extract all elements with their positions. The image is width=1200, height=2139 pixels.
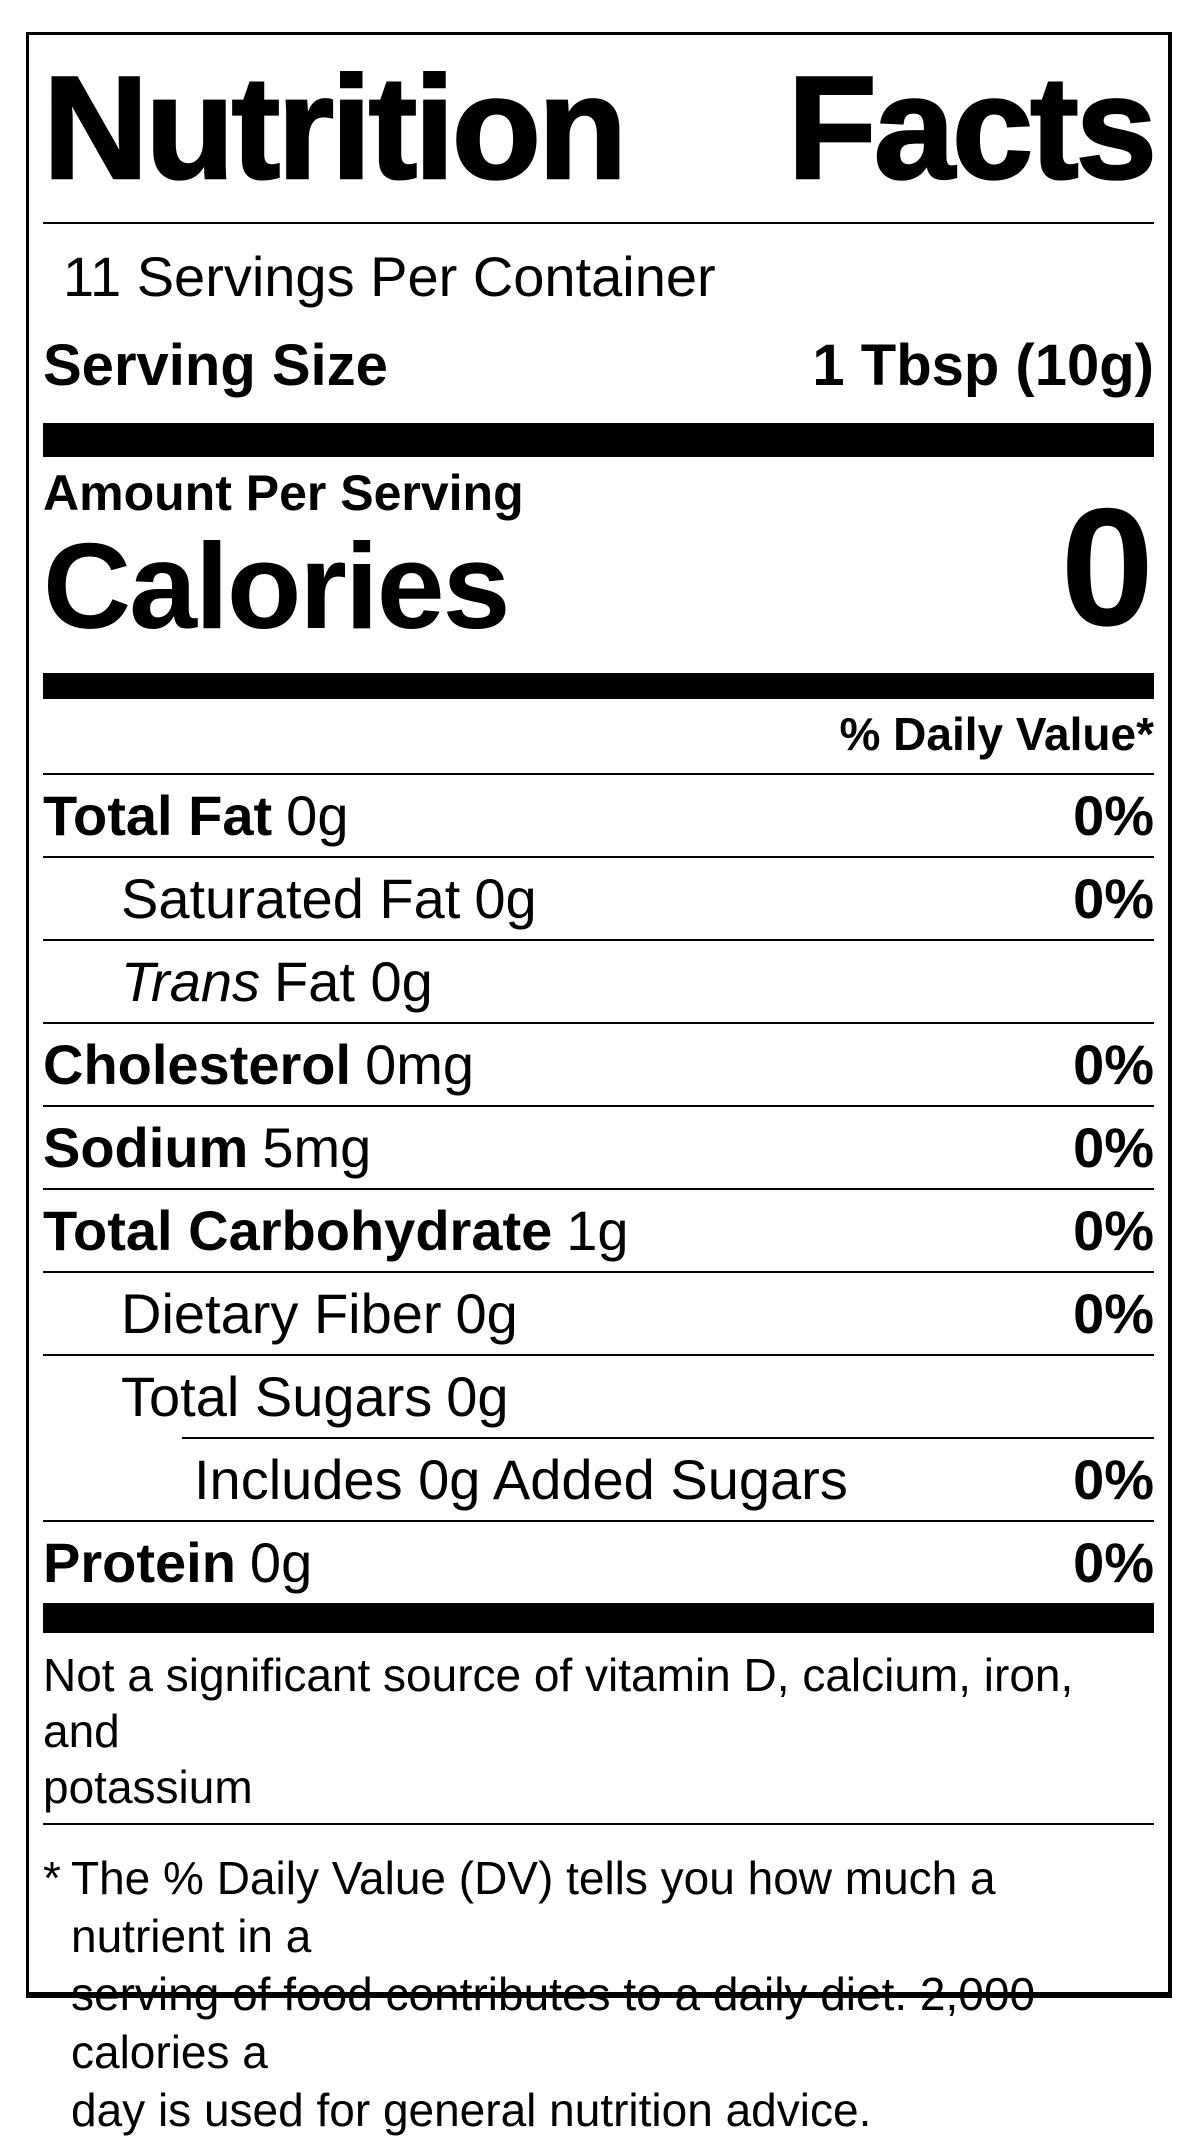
serving-size-label: Serving Size bbox=[43, 333, 388, 398]
daily-value-footnote: * The % Daily Value (DV) tells you how m… bbox=[43, 1849, 1154, 2139]
nutrient-daily-value: 0% bbox=[1073, 1033, 1154, 1096]
thick-separator-bar-top bbox=[43, 423, 1154, 457]
footnote-line-1: The % Daily Value (DV) tells you how muc… bbox=[71, 1852, 996, 1962]
not-significant-note: Not a significant source of vitamin D, c… bbox=[43, 1647, 1154, 1815]
nutrient-row-total-sugars: Total Sugars 0g bbox=[43, 1354, 1154, 1437]
daily-value-header: % Daily Value* bbox=[839, 708, 1155, 760]
nutrient-amount: Fat 0g bbox=[274, 950, 433, 1013]
nutrient-row-added-sugars: Includes 0g Added Sugars 0% bbox=[43, 1437, 1154, 1520]
nutrient-row-sodium: Sodium 5mg 0% bbox=[43, 1105, 1154, 1188]
nutrient-daily-value: 0% bbox=[1073, 784, 1154, 847]
title-separator bbox=[43, 222, 1154, 224]
nutrient-name: Protein bbox=[43, 1531, 236, 1594]
calories-value: 0 bbox=[1060, 473, 1154, 661]
nutrient-daily-value: 0% bbox=[1073, 1199, 1154, 1262]
nutrient-amount: 5mg bbox=[262, 1116, 372, 1179]
thick-separator-bar-bottom bbox=[43, 1603, 1154, 1633]
nutrient-row-dietary-fiber: Dietary Fiber 0g 0% bbox=[43, 1271, 1154, 1354]
calories-label: Calories bbox=[43, 518, 510, 654]
footnote-line-3: day is used for general nutrition advice… bbox=[71, 2084, 872, 2136]
nutrient-row-saturated-fat: Saturated Fat 0g 0% bbox=[43, 856, 1154, 939]
nutrient-amount: 0g bbox=[474, 867, 537, 930]
nutrient-name: Includes 0g Added Sugars bbox=[194, 1448, 848, 1511]
amount-per-serving-heading: Amount Per Serving bbox=[43, 465, 524, 521]
servings-per-container: 11 Servings Per Container bbox=[63, 245, 716, 308]
nutrient-name: Sodium bbox=[43, 1116, 249, 1179]
nutrient-amount: 0mg bbox=[365, 1033, 474, 1096]
footnote-line-2: serving of food contributes to a daily d… bbox=[71, 1968, 1036, 2078]
nutrient-name: Total Sugars bbox=[121, 1365, 433, 1428]
nutrient-row-protein: Protein 0g 0% bbox=[43, 1520, 1154, 1603]
not-significant-line-1: Not a significant source of vitamin D, c… bbox=[43, 1649, 1074, 1757]
nutrient-amount: 0g bbox=[249, 1531, 313, 1594]
added-sugars-inner: Includes 0g Added Sugars 0% bbox=[182, 1437, 1154, 1520]
footnote-separator bbox=[43, 1823, 1154, 1825]
nutrient-row-cholesterol: Cholesterol 0mg 0% bbox=[43, 1022, 1154, 1105]
nutrient-daily-value: 0% bbox=[1073, 1282, 1154, 1345]
nutrient-row-total-carbohydrate: Total Carbohydrate 1g 0% bbox=[43, 1188, 1154, 1271]
nutrient-daily-value: 0% bbox=[1073, 1531, 1154, 1594]
not-significant-line-2: potassium bbox=[43, 1761, 253, 1813]
nutrient-row-total-fat: Total Fat 0g 0% bbox=[43, 773, 1154, 856]
label-title: Nutrition Facts bbox=[42, 46, 1159, 209]
nutrient-daily-value: 0% bbox=[1073, 1116, 1154, 1179]
serving-size-row: Serving Size 1 Tbsp (10g) bbox=[43, 331, 1154, 401]
nutrient-amount: 0g bbox=[455, 1282, 518, 1345]
serving-size-value: 1 Tbsp (10g) bbox=[812, 333, 1154, 398]
nutrient-name: Dietary Fiber bbox=[121, 1282, 442, 1345]
nutrient-daily-value: 0% bbox=[1073, 867, 1154, 930]
nutrient-amount: 1g bbox=[566, 1199, 629, 1262]
nutrient-name: Total Carbohydrate bbox=[43, 1199, 553, 1262]
nutrient-amount: 0g bbox=[446, 1365, 509, 1428]
nutrient-name: Trans bbox=[121, 950, 260, 1013]
nutrient-name: Saturated Fat bbox=[121, 867, 461, 930]
thick-separator-bar-calories bbox=[43, 673, 1154, 699]
nutrition-facts-label: Nutrition Facts 11 Servings Per Containe… bbox=[26, 32, 1172, 2136]
nutrient-row-trans-fat: Trans Fat 0g bbox=[43, 939, 1154, 1022]
footnote-asterisk: * bbox=[43, 1852, 61, 1904]
calories-row: Calories 0 bbox=[43, 483, 1154, 651]
nutrient-name: Total Fat bbox=[43, 784, 273, 847]
nutrient-daily-value: 0% bbox=[1073, 1448, 1154, 1511]
nutrient-amount: 0g bbox=[286, 784, 349, 847]
nutrient-name: Cholesterol bbox=[43, 1033, 352, 1096]
